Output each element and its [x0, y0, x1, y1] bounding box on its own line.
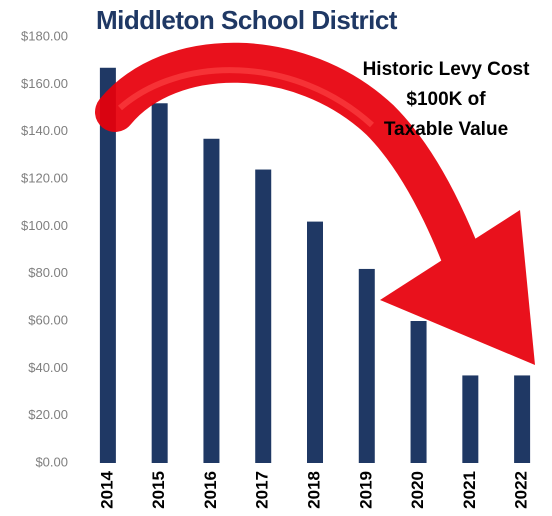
bar — [411, 321, 427, 463]
y-tick-label: $80.00 — [28, 265, 68, 280]
y-tick-label: $160.00 — [21, 76, 68, 91]
y-tick-label: $40.00 — [28, 360, 68, 375]
x-tick-label: 2022 — [512, 471, 531, 509]
x-tick-label: 2016 — [201, 471, 220, 509]
x-tick-label: 2017 — [253, 471, 272, 509]
chart: Middleton School District $0.00 $20.00 $40… — [0, 0, 552, 516]
y-tick-label: $180.00 — [21, 28, 68, 43]
y-tick-label: $120.00 — [21, 170, 68, 185]
y-tick-label: $0.00 — [35, 454, 68, 469]
y-tick-label: $100.00 — [21, 218, 68, 233]
annotation-line: Taxable Value — [384, 119, 508, 140]
bar — [462, 375, 478, 463]
y-tick-label: $20.00 — [28, 407, 68, 422]
x-tick-label: 2015 — [149, 471, 168, 509]
x-tick-label: 2021 — [460, 471, 479, 509]
bar — [307, 222, 323, 463]
x-tick-label: 2019 — [356, 471, 375, 509]
bar — [203, 139, 219, 463]
bar — [359, 269, 375, 463]
y-tick-label: $60.00 — [28, 312, 68, 327]
x-tick-label: 2014 — [97, 470, 116, 508]
annotation-line: Historic Levy Cost — [363, 59, 530, 80]
bar — [152, 103, 168, 463]
annotation: Historic Levy Cost $100K of Taxable Value — [363, 59, 530, 140]
bar — [255, 170, 271, 463]
x-tick-label: 2018 — [304, 471, 323, 509]
x-tick-label: 2020 — [408, 471, 427, 509]
bar — [514, 375, 530, 463]
annotation-line: $100K of — [406, 89, 486, 110]
y-tick-label: $140.00 — [21, 123, 68, 138]
chart-title: Middleton School District — [96, 5, 398, 35]
